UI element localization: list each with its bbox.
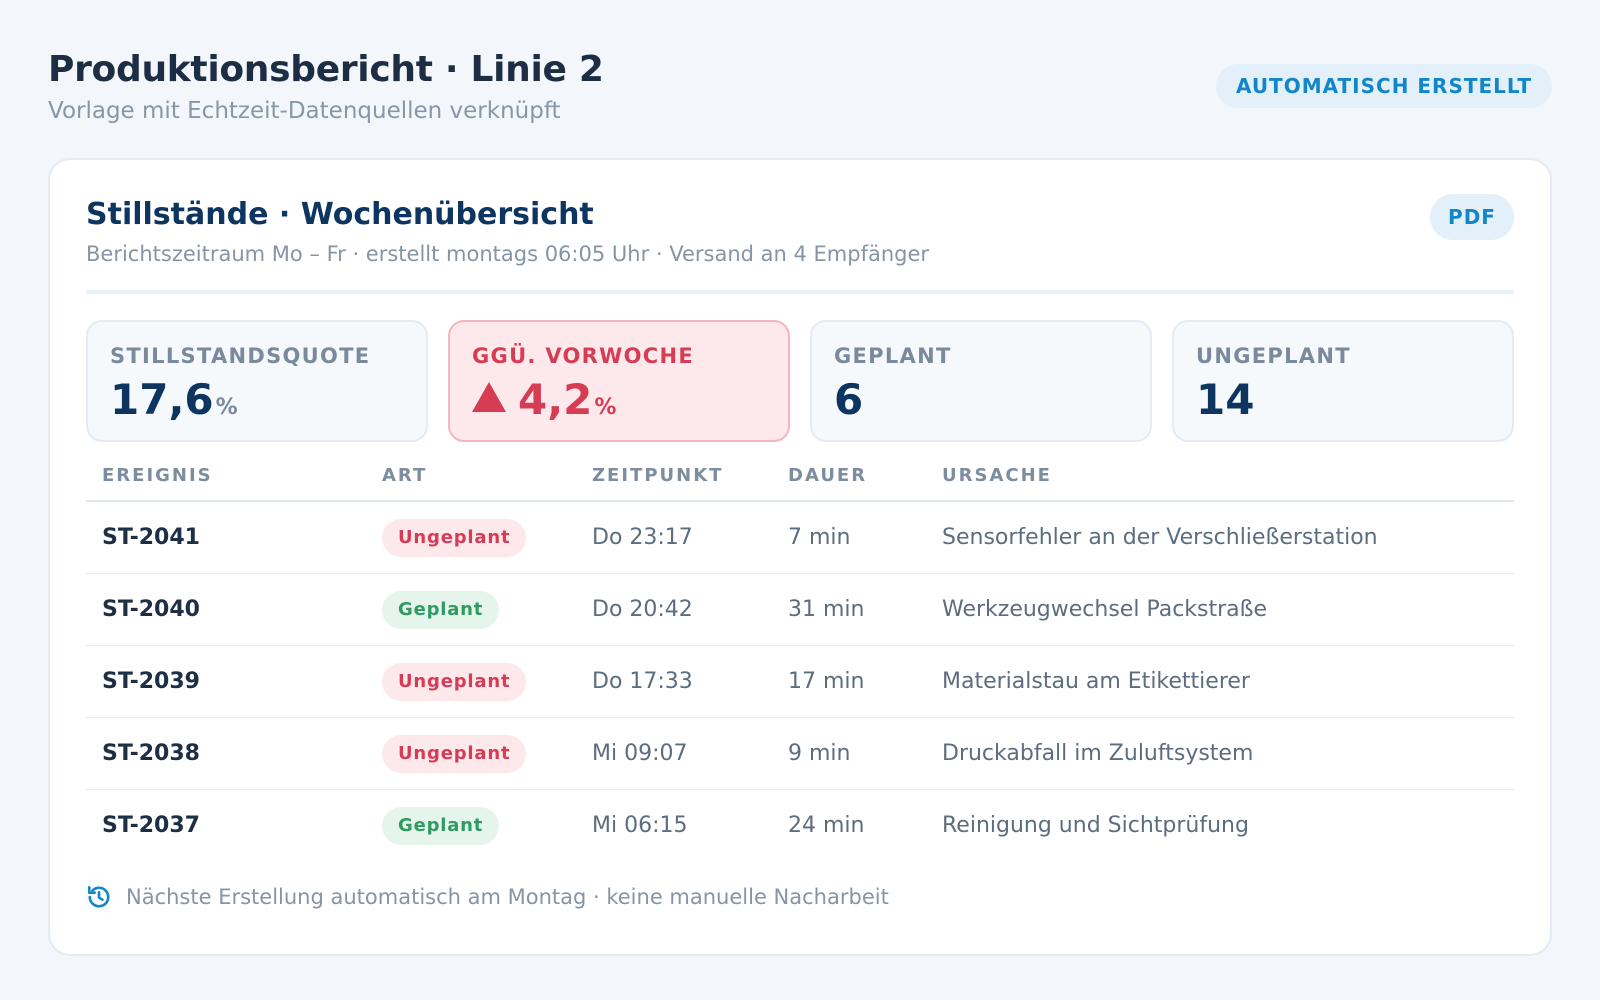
kpi-unplanned: UNGEPLANT 14	[1172, 320, 1514, 442]
kpi-label: GGÜ. VORWOCHE	[472, 344, 694, 368]
pdf-button[interactable]: PDF	[1430, 194, 1514, 240]
type-cell: Ungeplant	[382, 646, 527, 718]
event-id: ST-2038	[102, 741, 200, 766]
type-cell: Ungeplant	[382, 502, 527, 574]
column-header-duration[interactable]: DAUER	[788, 465, 868, 486]
history-icon	[87, 885, 110, 908]
kpi-value: 6	[834, 374, 1128, 426]
kpi-number: 17,6	[110, 375, 214, 424]
type-badge-unplanned: Ungeplant	[382, 519, 527, 557]
auto-generated-badge: AUTOMATISCH ERSTELLT	[1215, 64, 1552, 108]
card-title: Stillstände · Wochenübersicht	[86, 197, 594, 232]
duration-cell: 7 min	[788, 525, 851, 550]
event-id: ST-2041	[102, 525, 200, 550]
cause-cell: Materialstau am Etikettierer	[942, 669, 1250, 694]
report-card: Stillstände · Wochenübersicht Berichtsze…	[48, 158, 1552, 956]
type-cell: Geplant	[382, 574, 500, 646]
table-header: EREIGNIS ART ZEITPUNKT DAUER URSACHE	[86, 456, 1514, 502]
column-header-cause[interactable]: URSACHE	[942, 465, 1052, 486]
event-id: ST-2037	[102, 813, 200, 838]
table-row[interactable]: ST-2038 Ungeplant Mi 09:07 9 min Druckab…	[86, 718, 1514, 790]
kpi-unit: %	[215, 395, 238, 420]
card-divider	[86, 290, 1514, 294]
page-title: Produktionsbericht · Linie 2	[48, 49, 604, 90]
time-cell: Mi 06:15	[592, 813, 688, 838]
kpi-row: STILLSTANDSQUOTE 17,6% GGÜ. VORWOCHE 4,2…	[86, 320, 1514, 442]
kpi-vs-previous-week: GGÜ. VORWOCHE 4,2%	[448, 320, 790, 442]
type-badge-planned: Geplant	[382, 591, 500, 629]
footer-text: Nächste Erstellung automatisch am Montag…	[126, 885, 889, 909]
kpi-label: STILLSTANDSQUOTE	[110, 344, 371, 368]
kpi-number: 4,2	[518, 375, 593, 424]
kpi-downtime-rate: STILLSTANDSQUOTE 17,6%	[86, 320, 428, 442]
cause-cell: Druckabfall im Zuluftsystem	[942, 741, 1254, 766]
time-cell: Do 23:17	[592, 525, 693, 550]
duration-cell: 9 min	[788, 741, 851, 766]
type-cell: Ungeplant	[382, 718, 527, 790]
cause-cell: Sensorfehler an der Verschließerstation	[942, 525, 1378, 550]
table-row[interactable]: ST-2041 Ungeplant Do 23:17 7 min Sensorf…	[86, 502, 1514, 574]
kpi-unit: %	[594, 395, 617, 420]
event-id: ST-2039	[102, 669, 200, 694]
type-cell: Geplant	[382, 790, 500, 862]
kpi-number: 6	[834, 375, 864, 424]
kpi-value: 4,2%	[472, 374, 766, 434]
cause-cell: Reinigung und Sichtprüfung	[942, 813, 1249, 838]
page-header: Produktionsbericht · Linie 2 Vorlage mit…	[48, 48, 1552, 132]
duration-cell: 31 min	[788, 597, 865, 622]
time-cell: Do 20:42	[592, 597, 693, 622]
duration-cell: 24 min	[788, 813, 865, 838]
duration-cell: 17 min	[788, 669, 865, 694]
type-badge-unplanned: Ungeplant	[382, 735, 527, 773]
page-subtitle: Vorlage mit Echtzeit-Datenquellen verknü…	[48, 98, 561, 124]
column-header-type[interactable]: ART	[382, 465, 428, 486]
column-header-event[interactable]: EREIGNIS	[102, 465, 213, 486]
type-badge-planned: Geplant	[382, 807, 500, 845]
cause-cell: Werkzeugwechsel Packstraße	[942, 597, 1268, 622]
column-header-time[interactable]: ZEITPUNKT	[592, 465, 724, 486]
table-row[interactable]: ST-2039 Ungeplant Do 17:33 17 min Materi…	[86, 646, 1514, 718]
table-row[interactable]: ST-2037 Geplant Mi 06:15 24 min Reinigun…	[86, 790, 1514, 862]
kpi-number: 14	[1196, 375, 1255, 424]
type-badge-unplanned: Ungeplant	[382, 663, 527, 701]
time-cell: Mi 09:07	[592, 741, 688, 766]
kpi-label: UNGEPLANT	[1196, 344, 1351, 368]
kpi-label: GEPLANT	[834, 344, 952, 368]
kpi-planned: GEPLANT 6	[810, 320, 1152, 442]
kpi-value: 14	[1196, 374, 1490, 426]
footer-note: Nächste Erstellung automatisch am Montag…	[86, 880, 889, 914]
kpi-value: 17,6%	[110, 374, 404, 434]
table-row[interactable]: ST-2040 Geplant Do 20:42 31 min Werkzeug…	[86, 574, 1514, 646]
arrow-up-icon	[472, 382, 506, 412]
card-subtitle: Berichtszeitraum Mo – Fr · erstellt mont…	[86, 242, 930, 266]
time-cell: Do 17:33	[592, 669, 693, 694]
event-id: ST-2040	[102, 597, 200, 622]
downtime-table: EREIGNIS ART ZEITPUNKT DAUER URSACHE ST-…	[86, 456, 1514, 862]
